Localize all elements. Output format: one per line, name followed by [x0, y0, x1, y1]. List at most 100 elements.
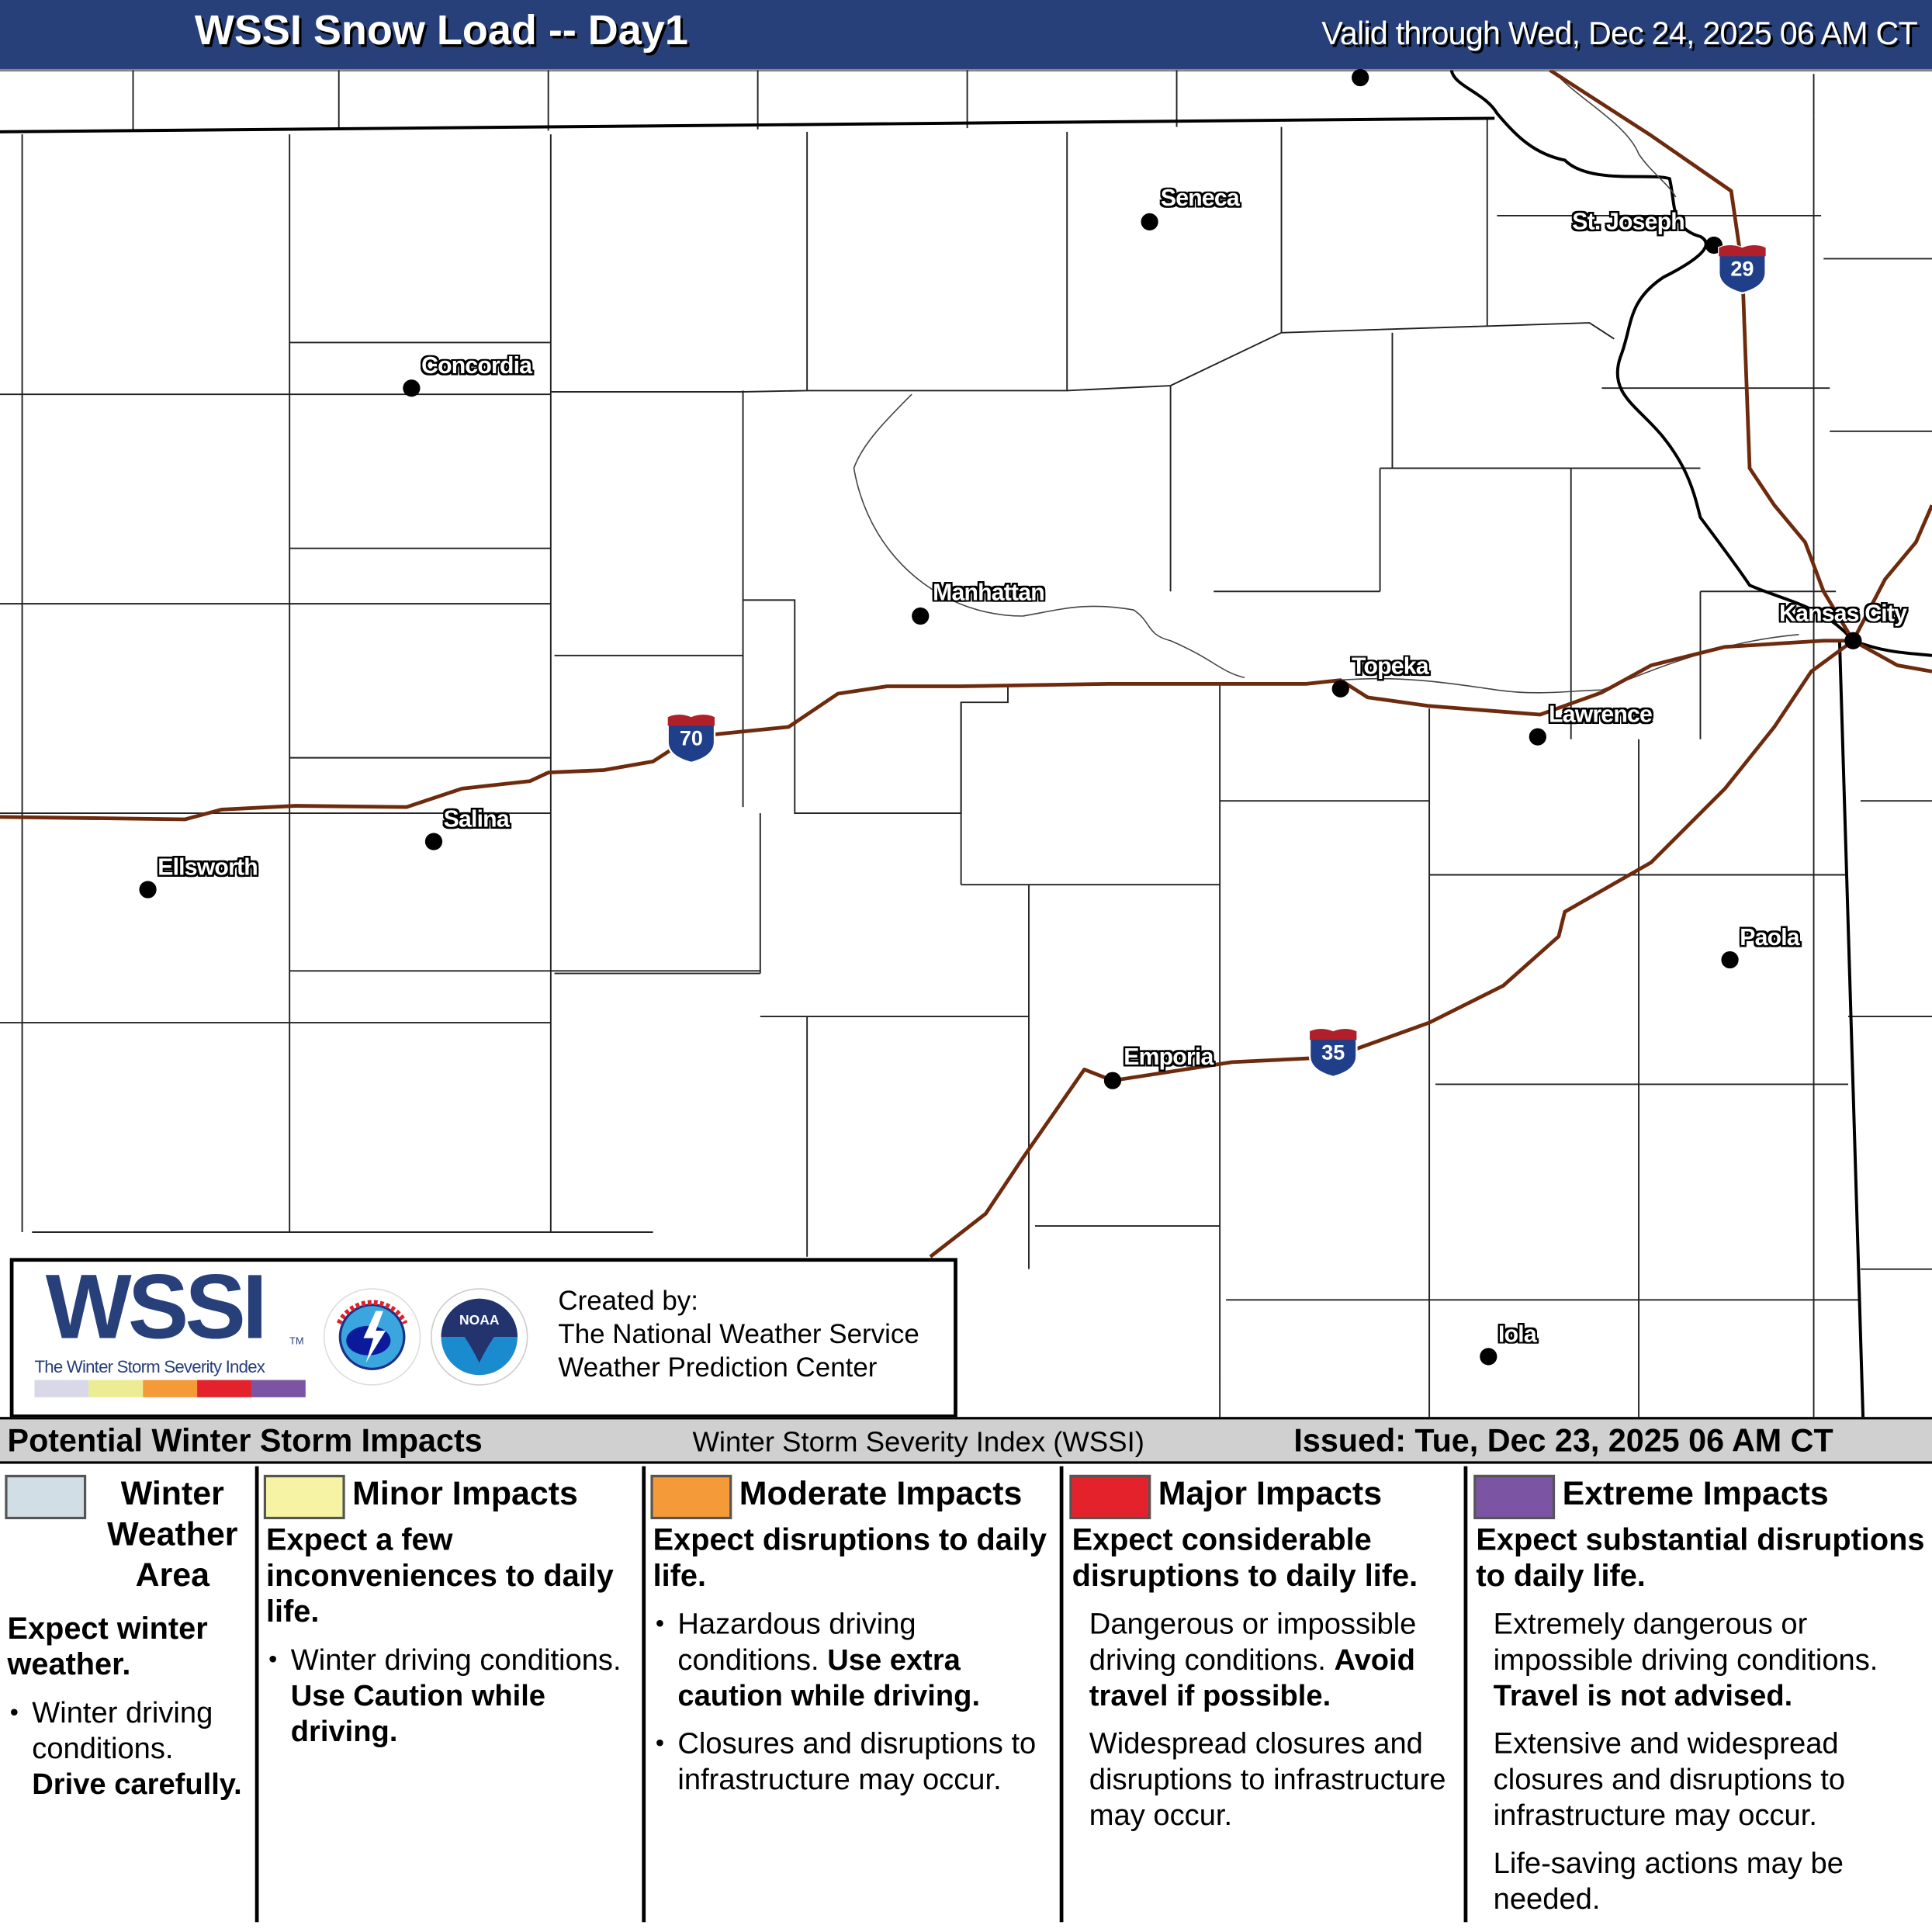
impact-color-swatch — [263, 1474, 345, 1520]
detail-text: Closures and disruptions to infrastructu… — [677, 1727, 1037, 1797]
detail-emphasis: Drive carefully. — [32, 1768, 242, 1802]
kansas-river — [853, 393, 1799, 694]
city-marker — [1844, 632, 1862, 649]
impact-title: Extreme Impacts — [1562, 1474, 1829, 1512]
wssi-color-bar — [34, 1380, 306, 1397]
detail-text: Extremely dangerous or impossible drivin… — [1493, 1608, 1878, 1678]
city-label: Lawrence — [1549, 702, 1653, 729]
impact-description: Expect substantial disruptions to daily … — [1476, 1523, 1929, 1917]
impact-heading: Expect considerable disruptions to daily… — [1072, 1522, 1418, 1594]
impact-color-swatch — [1069, 1474, 1151, 1520]
city-marker — [403, 379, 421, 397]
city-label: Kansas City — [1779, 601, 1907, 628]
credit-line: Created by: — [558, 1285, 698, 1316]
impact-color-swatch — [650, 1474, 732, 1520]
detail-emphasis: Avoid travel if possible. — [1089, 1643, 1415, 1713]
impact-detail: Hazardous driving conditions. Use extra … — [653, 1607, 1055, 1714]
impact-title: Major Impacts — [1158, 1474, 1383, 1512]
detail-emphasis: Use Caution while driving. — [290, 1679, 546, 1749]
impact-heading: Expect disruptions to daily life. — [653, 1522, 1047, 1594]
title-bar: WSSI Snow Load -- Day1 Valid through Wed… — [0, 0, 1932, 72]
impact-title: Minor Impacts — [352, 1474, 578, 1512]
city-label: Topeka — [1352, 654, 1428, 680]
color-bar-segment — [34, 1380, 89, 1397]
credit-line: The National Weather Service — [558, 1318, 919, 1349]
impact-heading: Expect a few inconveniences to daily lif… — [266, 1522, 614, 1629]
county-boundaries — [0, 70, 1932, 1418]
column-divider — [1059, 1466, 1064, 1923]
impact-detail: Winter driving conditions. Drive careful… — [8, 1695, 251, 1802]
state-border-ks-mo — [1837, 640, 1865, 1418]
impact-detail: Closures and disruptions to infrastructu… — [653, 1726, 1055, 1798]
detail-text: Winter driving conditions. — [290, 1643, 621, 1678]
color-bar-segment — [251, 1380, 306, 1397]
interstate-number: 70 — [679, 726, 703, 751]
detail-text: Life-saving actions may be needed. — [1493, 1847, 1844, 1916]
detail-text: Extensive and widespread closures and di… — [1493, 1727, 1846, 1833]
noaa-logo-icon: NOAA — [431, 1288, 528, 1386]
city-label: Iola — [1498, 1321, 1537, 1349]
impact-description: Expect disruptions to daily life. Hazardo… — [653, 1523, 1055, 1798]
city-label: Seneca — [1160, 185, 1240, 213]
city-marker — [912, 607, 930, 625]
impact-heading: Expect winter weather. — [7, 1612, 208, 1682]
wssi-logo: WSSI — [45, 1255, 268, 1358]
impact-description: Expect a few inconveniences to daily lif… — [266, 1523, 641, 1750]
valid-through: Valid through Wed, Dec 24, 2025 06 AM CT — [1321, 15, 1917, 52]
wssi-logo-subtitle: The Winter Storm Severity Index — [34, 1356, 265, 1376]
city-marker — [1721, 950, 1739, 969]
noaa-wordmark: NOAA — [459, 1312, 500, 1328]
interstate-70-route — [0, 639, 1932, 822]
impact-detail: Extensive and widespread closures and di… — [1476, 1726, 1929, 1833]
interstate-shield: 70 — [666, 712, 718, 764]
detail-emphasis: Use extra caution while driving. — [677, 1643, 981, 1713]
city-label: Salina — [443, 807, 510, 833]
interstate-highways — [0, 70, 1932, 1259]
city-marker — [1103, 1072, 1122, 1089]
city-marker — [1480, 1348, 1497, 1366]
impact-column: Extreme Impacts Expect substantial disrup… — [1469, 1464, 1932, 1932]
impact-detail: Extremely dangerous or impossible drivin… — [1476, 1607, 1929, 1714]
logo-credit-box: WSSI TM The Winter Storm Severity Index … — [9, 1255, 957, 1418]
impact-detail: Dangerous or impossible driving conditio… — [1072, 1607, 1459, 1714]
impact-description: Expect winter weather. Winter driving con… — [8, 1612, 251, 1802]
credit-line: Weather Prediction Center — [558, 1352, 878, 1383]
impact-color-swatch — [5, 1474, 87, 1520]
city-marker — [1141, 213, 1158, 230]
impact-detail: Life-saving actions may be needed. — [1476, 1846, 1929, 1917]
detail-text: Winter driving conditions. — [32, 1696, 213, 1766]
river-nw-corner — [1552, 70, 1677, 198]
nws-logo-icon — [323, 1288, 421, 1386]
city-label: Concordia — [421, 353, 532, 380]
detail-text: Dangerous or impossible driving conditio… — [1089, 1608, 1417, 1678]
impact-color-swatch — [1473, 1474, 1556, 1520]
detail-text: Hazardous driving conditions. — [677, 1608, 916, 1678]
city-marker — [1529, 728, 1546, 746]
city-label: Ellsworth — [158, 855, 258, 881]
impact-detail: Widespread closures and disruptions to i… — [1072, 1726, 1459, 1833]
credits: Created by: The National Weather Service… — [558, 1284, 919, 1384]
interstate-29-route — [1549, 70, 1932, 642]
legend-header: Potential Winter Storm Impacts Winter St… — [0, 1417, 1932, 1464]
interstate-35-route — [929, 639, 1854, 1259]
missouri-river — [1449, 70, 1932, 657]
interstate-shield: 29 — [1716, 243, 1768, 295]
interstate-shield-icon — [667, 713, 716, 764]
map-title: WSSI Snow Load -- Day1 — [194, 7, 688, 54]
detail-emphasis: Travel is not advised. — [1493, 1679, 1793, 1713]
city-marker — [139, 881, 157, 898]
impact-title: Winter Weather Area — [107, 1474, 238, 1594]
interstate-shield: 35 — [1307, 1027, 1359, 1079]
impact-title: Moderate Impacts — [739, 1474, 1023, 1512]
city-marker — [1352, 68, 1369, 87]
impact-detail: Winter driving conditions. Use Caution w… — [266, 1643, 641, 1750]
city-label: Emporia — [1124, 1044, 1214, 1071]
issued-time: Issued: Tue, Dec 23, 2025 06 AM CT — [1293, 1421, 1833, 1459]
column-divider — [1463, 1466, 1468, 1923]
column-divider — [254, 1466, 259, 1923]
state-border-ks-ne — [0, 116, 1495, 133]
legend-subtitle: Winter Storm Severity Index (WSSI) — [692, 1425, 1144, 1458]
interstate-shield-icon — [1718, 244, 1767, 295]
impact-column: Winter Weather Area Expect winter weather… — [0, 1464, 254, 1932]
